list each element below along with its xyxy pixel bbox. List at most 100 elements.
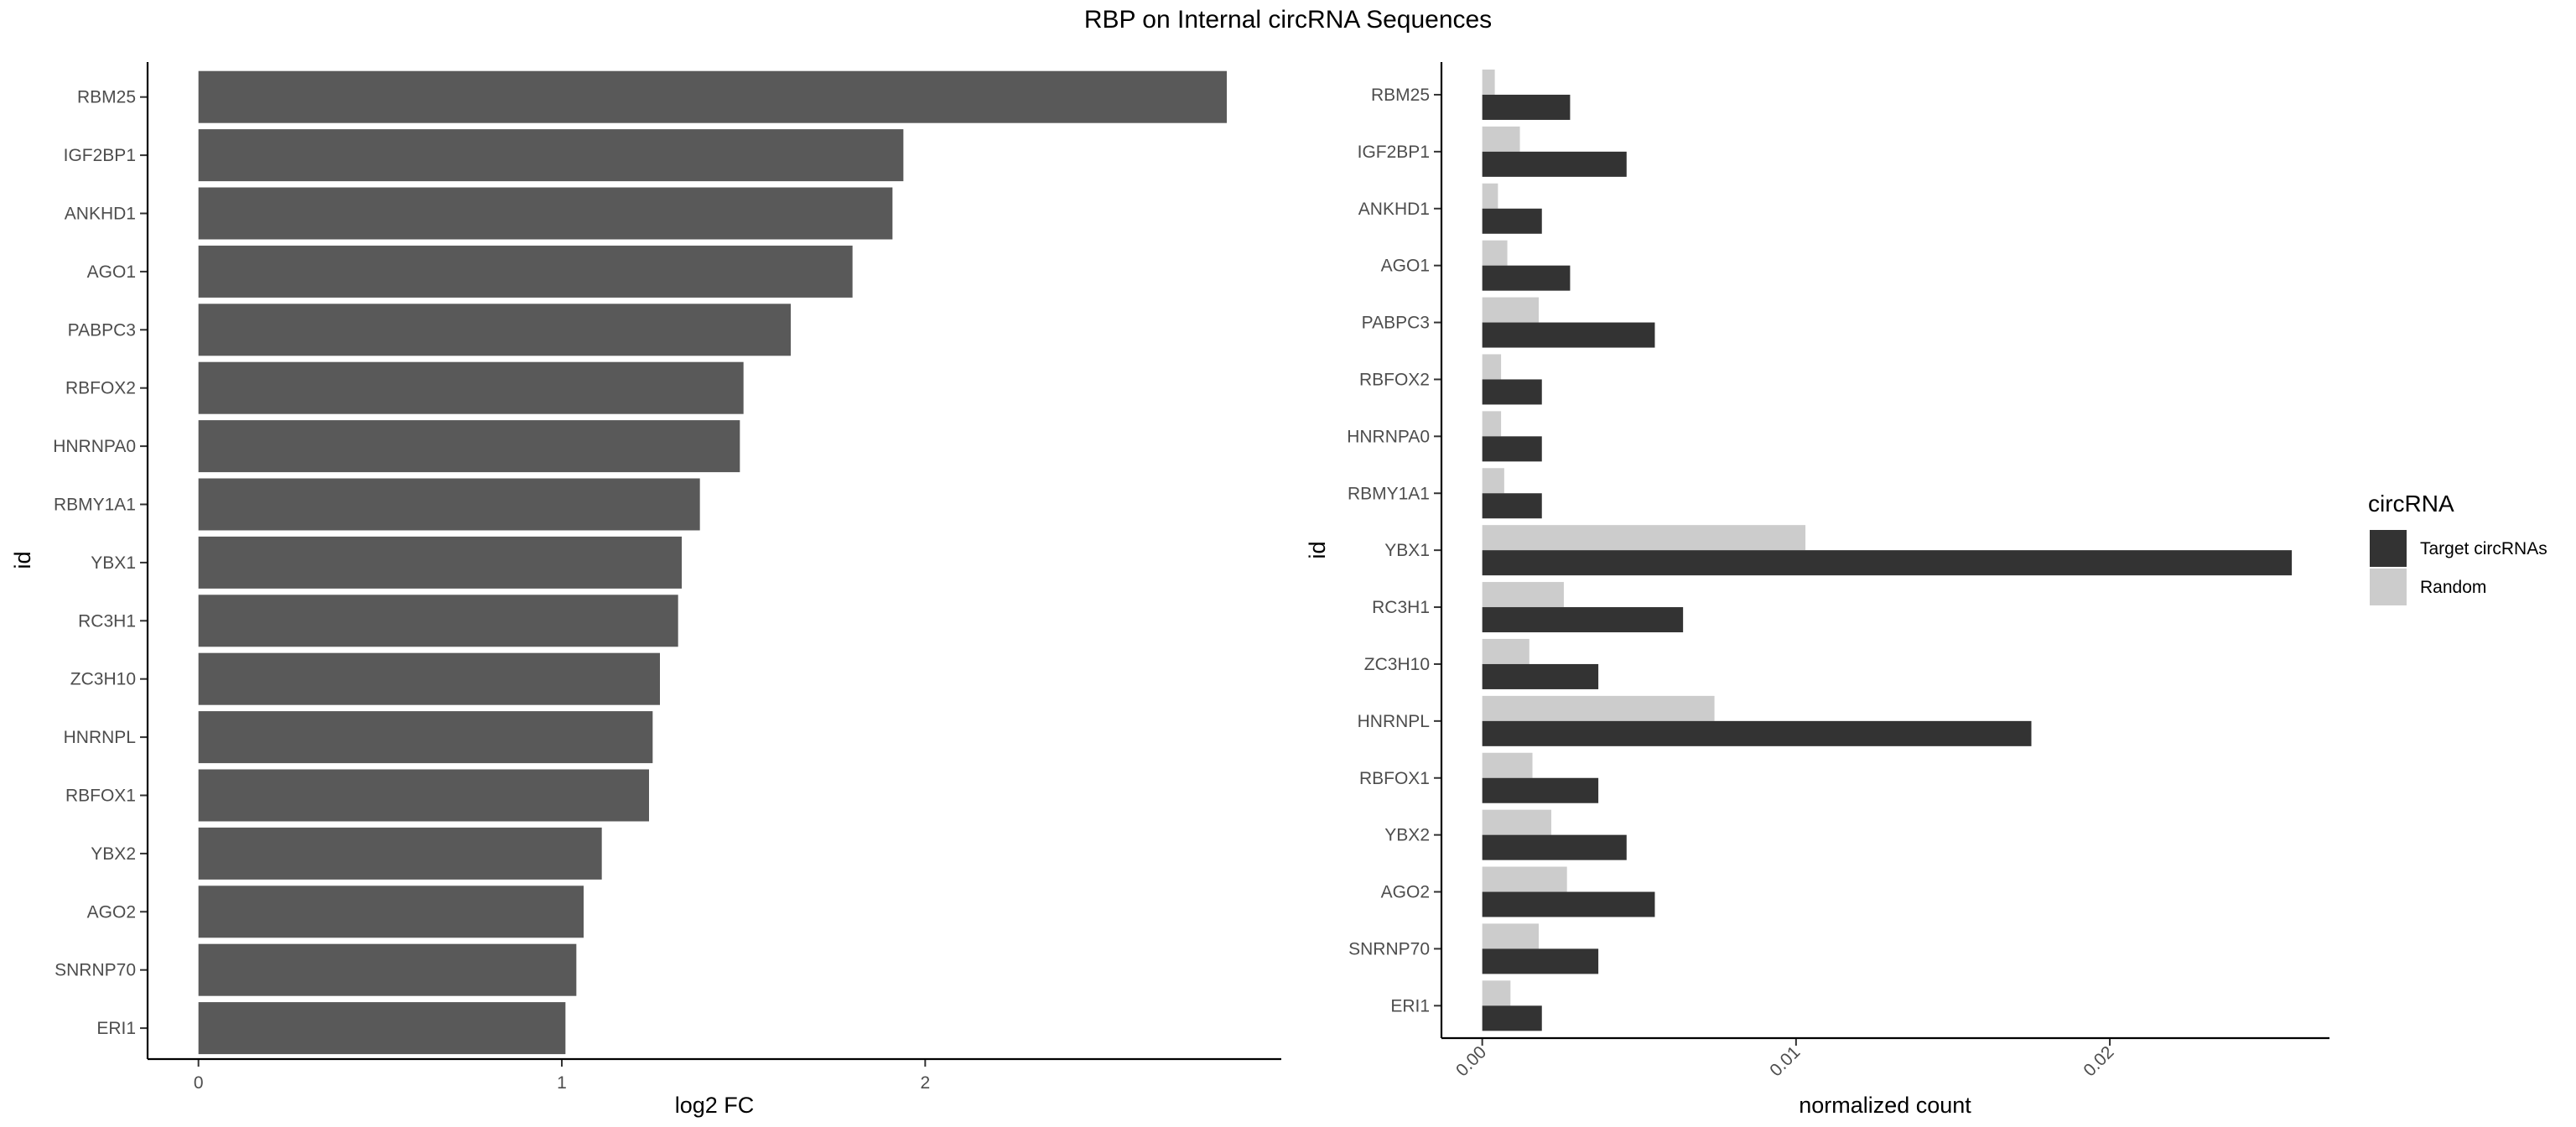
log2fc-y-tick-labels: RBM25 IGF2BP1 ANKHD1 AGO1 PABPC3 RBFOX2 HNRNPA… (53, 88, 148, 1038)
normalized-count-y-tick-label: SNRNP70 (1348, 939, 1430, 958)
target-circrna-bar (1482, 720, 2032, 746)
legend-label: Random (2420, 578, 2486, 597)
target-circrna-bar (1482, 777, 1599, 803)
random-bar (1482, 980, 1511, 1006)
normalized-count-y-tick-label: RBFOX1 (1359, 769, 1430, 788)
log2fc-y-tick-label: ANKHD1 (65, 205, 136, 224)
log2fc-y-tick-label: RBFOX2 (65, 379, 136, 398)
random-bar (1482, 69, 1495, 95)
log2fc-y-tick-label: ZC3H10 (70, 670, 136, 689)
normalized-count-bars (1482, 69, 2293, 1031)
log2fc-bar (198, 420, 740, 473)
random-bar (1482, 582, 1564, 608)
log2fc-y-tick-label: HNRNPA0 (53, 437, 136, 456)
log2fc-bar (198, 478, 700, 531)
normalized-count-y-tick-label: IGF2BP1 (1358, 143, 1430, 162)
log2fc-bar (198, 129, 904, 182)
target-circrna-bar (1482, 550, 2293, 576)
random-bar (1482, 183, 1498, 209)
log2fc-x-tick-label: 1 (557, 1073, 567, 1093)
target-circrna-bar (1482, 379, 1542, 405)
normalized-count-y-tick-label: ERI1 (1390, 996, 1430, 1015)
log2fc-y-tick-label: RBMY1A1 (54, 496, 136, 515)
target-circrna-bar (1482, 607, 1684, 633)
target-circrna-bar (1482, 208, 1542, 234)
target-circrna-bar (1482, 663, 1599, 689)
target-circrna-bar (1482, 834, 1627, 860)
chart-title: RBP on Internal circRNA Sequences (1084, 6, 1492, 34)
random-bar (1482, 126, 1520, 152)
log2fc-x-tick-label: 2 (920, 1073, 930, 1093)
legend-label: Target circRNAs (2420, 539, 2547, 558)
normalized-count-y-tick-label: HNRNPA0 (1347, 427, 1430, 446)
normalized-count-y-tick-label: HNRNPL (1358, 712, 1430, 731)
random-bar (1482, 525, 1806, 551)
random-bar (1482, 809, 1551, 835)
target-circrna-bar (1482, 322, 1655, 348)
log2fc-y-tick-label: RBM25 (77, 88, 136, 107)
log2fc-bar (198, 245, 853, 298)
random-bar (1482, 695, 1715, 721)
random-bar (1482, 411, 1502, 437)
log2fc-y-tick-label: PABPC3 (68, 320, 136, 340)
log2fc-bars (198, 70, 1228, 1055)
log2fc-bar (198, 827, 602, 880)
normalized-count-y-tick-label: YBX2 (1384, 826, 1430, 845)
log2fc-bar (198, 304, 791, 356)
log2fc-bar (198, 1002, 566, 1055)
log2fc-bar (198, 711, 653, 764)
log2fc-bar (198, 769, 649, 822)
log2fc-x-tick-label: 0 (194, 1073, 204, 1093)
random-bar (1482, 923, 1540, 949)
log2fc-y-tick-label: RBFOX1 (65, 787, 136, 806)
log2fc-bar (198, 70, 1228, 123)
log2fc-y-tick-label: SNRNP70 (55, 961, 136, 980)
log2fc-y-tick-label: YBX1 (91, 553, 136, 573)
log2fc-bar (198, 187, 893, 240)
log2fc-bar (198, 652, 660, 705)
normalized-count-y-tick-label: RBM25 (1371, 86, 1430, 105)
log2fc-x-axis-title: log2 FC (675, 1093, 755, 1118)
log2fc-y-tick-label: ERI1 (96, 1019, 136, 1038)
random-bar (1482, 240, 1508, 266)
normalized-count-x-axis-title: normalized count (1799, 1093, 1971, 1118)
target-circrna-bar (1482, 94, 1571, 120)
legend-title: circRNA (2368, 491, 2454, 517)
normalized-count-y-tick-label: RC3H1 (1372, 598, 1430, 617)
normalized-count-y-tick-labels: RBM25 IGF2BP1 ANKHD1 AGO1 PABPC3 RBFOX2 HNRNPA… (1347, 86, 1441, 1015)
normalized-count-y-tick-label: AGO2 (1381, 883, 1430, 902)
legend: circRNA Target circRNAs Random (2368, 491, 2547, 605)
log2fc-panel: RBM25 IGF2BP1 ANKHD1 AGO1 PABPC3 RBFOX2 HNRNPA… (10, 62, 1281, 1118)
random-bar (1482, 468, 1504, 494)
target-circrna-bar (1482, 151, 1627, 177)
target-circrna-bar (1482, 436, 1542, 462)
target-circrna-bar (1482, 493, 1542, 519)
log2fc-y-tick-label: YBX2 (91, 844, 136, 864)
log2fc-bar (198, 595, 678, 647)
log2fc-y-tick-label: AGO2 (87, 902, 136, 922)
normalized-count-y-tick-label: RBFOX2 (1359, 370, 1430, 389)
target-circrna-bar (1482, 891, 1655, 917)
legend-items: Target circRNAs Random (2370, 530, 2547, 605)
normalized-count-y-axis-title: id (1305, 541, 1330, 558)
normalized-count-y-tick-label: AGO1 (1381, 257, 1430, 276)
log2fc-y-tick-label: HNRNPL (64, 728, 136, 747)
log2fc-bar (198, 943, 577, 996)
legend-key (2370, 530, 2407, 567)
normalized-count-y-tick-label: ANKHD1 (1358, 200, 1430, 219)
normalized-count-y-tick-label: ZC3H10 (1364, 655, 1430, 674)
log2fc-y-tick-label: IGF2BP1 (64, 146, 136, 165)
log2fc-y-tick-label: AGO1 (87, 262, 136, 282)
normalized-count-y-tick-label: RBMY1A1 (1348, 484, 1430, 503)
target-circrna-bar (1482, 1005, 1542, 1031)
random-bar (1482, 354, 1502, 380)
log2fc-bar (198, 886, 584, 938)
log2fc-y-tick-label: RC3H1 (78, 611, 136, 631)
log2fc-y-axis-title: id (10, 551, 35, 569)
log2fc-bar (198, 361, 744, 414)
random-bar (1482, 866, 1567, 892)
target-circrna-bar (1482, 948, 1599, 974)
legend-key (2370, 569, 2407, 605)
random-bar (1482, 752, 1533, 778)
